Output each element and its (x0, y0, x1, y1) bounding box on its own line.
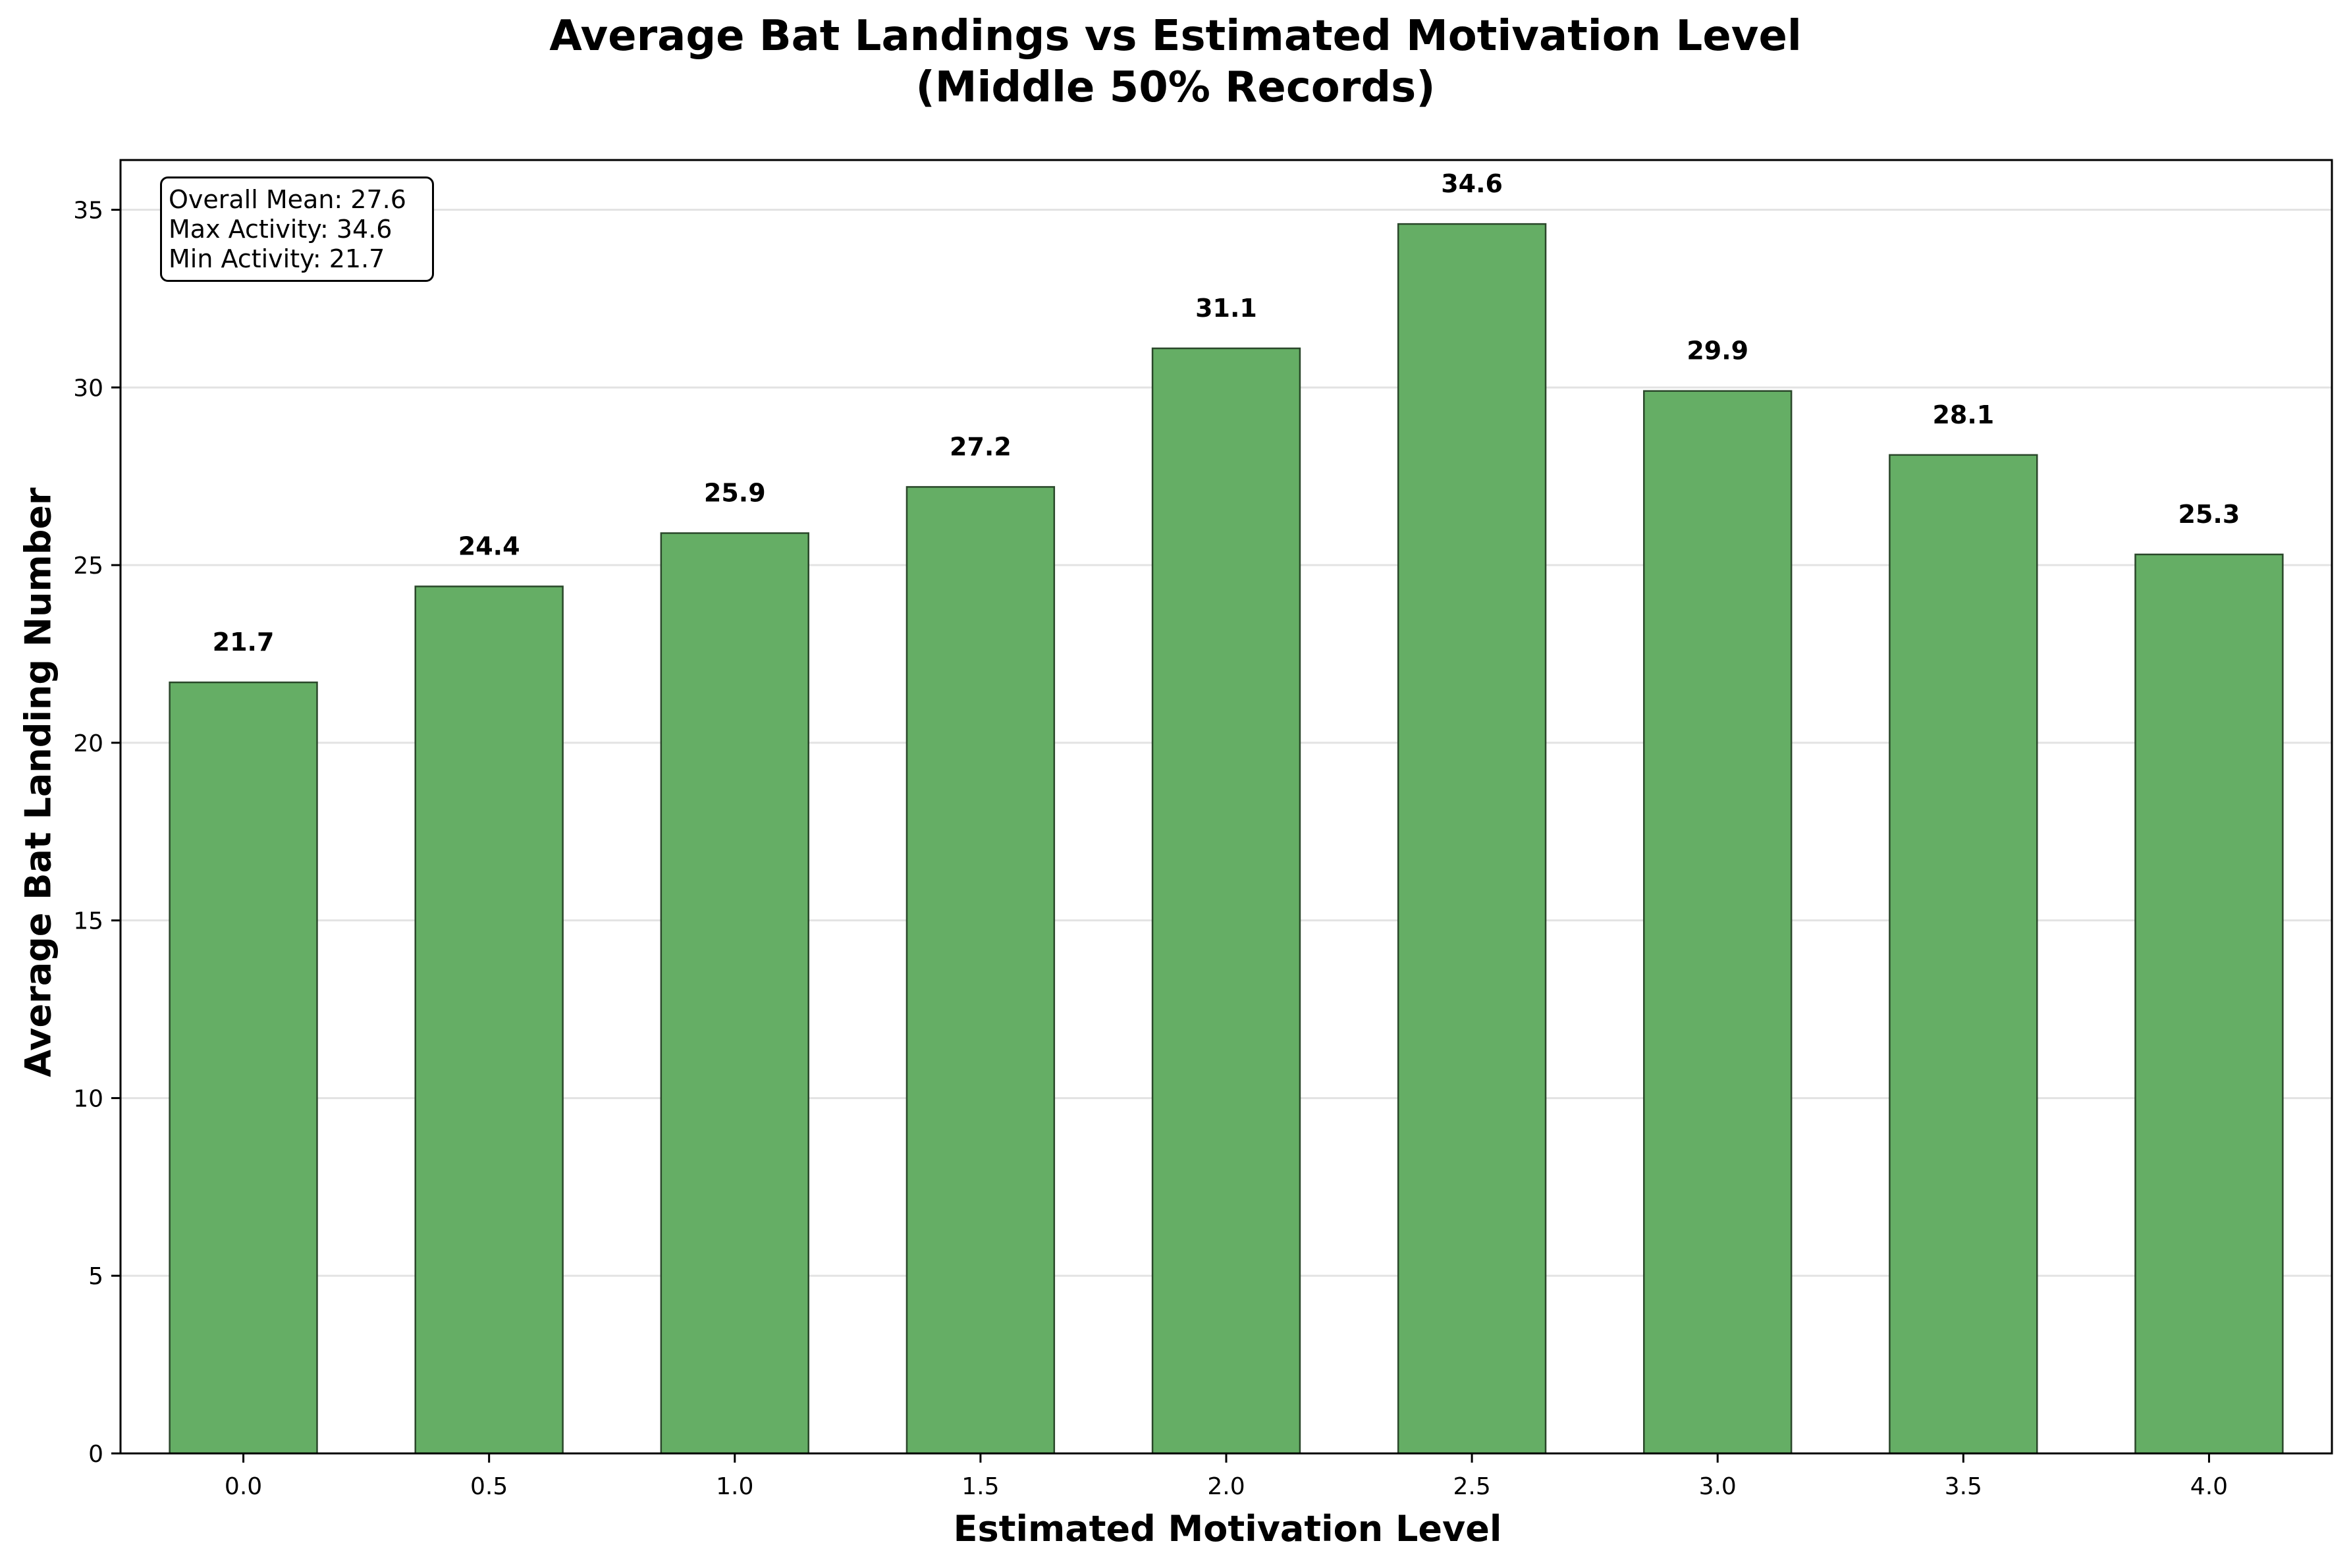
y-tick-label-4: 20 (73, 730, 103, 757)
x-tick-label-5: 2.5 (1453, 1473, 1490, 1500)
stats-box: Overall Mean: 27.6 Max Activity: 34.6 Mi… (160, 176, 434, 282)
stats-min-activity: Min Activity: 21.7 (169, 244, 385, 273)
y-tick-label-0: 0 (88, 1441, 103, 1468)
x-tick-label-0: 0.0 (225, 1473, 262, 1500)
x-tick-label-3: 1.5 (961, 1473, 999, 1500)
chart-title-line-1: Average Bat Landings vs Estimated Motiva… (549, 12, 1802, 61)
bar-1 (414, 585, 564, 1455)
y-tick-label-7: 35 (73, 198, 103, 225)
bar-value-label-6: 29.9 (1687, 337, 1748, 365)
x-tick-label-1: 0.5 (470, 1473, 508, 1500)
bar-6 (1643, 390, 1793, 1455)
x-tick-label-7: 3.5 (1945, 1473, 1982, 1500)
bar-value-label-5: 34.6 (1441, 169, 1503, 198)
bar-0 (169, 681, 318, 1455)
bar-2 (660, 532, 809, 1455)
bar-7 (1889, 454, 2038, 1455)
y-tick-label-2: 10 (73, 1085, 103, 1112)
bar-value-label-4: 31.1 (1195, 294, 1257, 323)
bar-3 (905, 486, 1056, 1455)
bar-value-label-3: 27.2 (950, 432, 1012, 461)
bar-value-label-7: 28.1 (1932, 400, 1994, 429)
y-axis-label: Average Bat Landing Number (17, 487, 59, 1077)
bar-4 (1151, 347, 1301, 1455)
y-tick-label-1: 5 (88, 1263, 103, 1290)
x-tick-label-6: 3.0 (1699, 1473, 1737, 1500)
x-tick-label-8: 4.0 (2190, 1473, 2228, 1500)
y-tick-label-6: 30 (73, 375, 103, 402)
stats-overall-mean: Overall Mean: 27.6 (169, 185, 406, 214)
y-tick-label-3: 15 (73, 908, 103, 935)
bar-5 (1397, 223, 1547, 1455)
bar-value-label-8: 25.3 (2178, 500, 2240, 529)
bar-8 (2134, 553, 2284, 1455)
x-tick-label-2: 1.0 (716, 1473, 753, 1500)
bar-value-label-0: 21.7 (213, 628, 275, 657)
x-tick-label-4: 2.0 (1207, 1473, 1245, 1500)
y-tick-label-5: 25 (73, 553, 103, 580)
chart-title-line-2: (Middle 50% Records) (915, 63, 1436, 112)
stats-max-activity: Max Activity: 34.6 (169, 215, 392, 244)
bar-value-label-2: 25.9 (704, 479, 766, 508)
x-axis-label: Estimated Motivation Level (953, 1508, 1502, 1550)
bar-value-label-1: 24.4 (458, 531, 520, 560)
